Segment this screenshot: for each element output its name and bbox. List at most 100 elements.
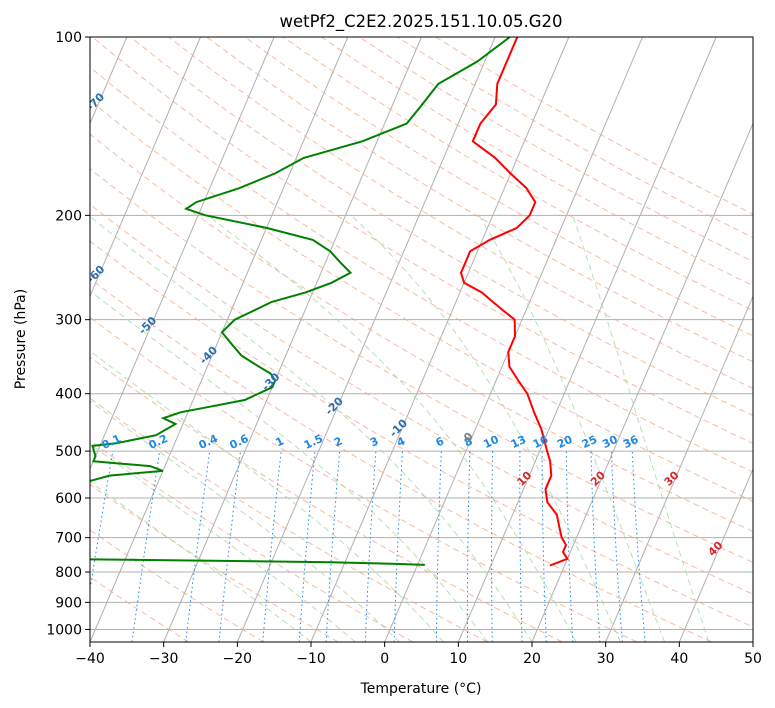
dry-adiabat [244,37,753,337]
isotherm-gridline [752,640,753,642]
x-axis-title: Temperature (°C) [360,681,482,697]
mixing-ratio-line [262,451,282,642]
plot-area: 0.1 0.2 0.4 0.6 1 1.5 2 3 4 6 8 10 13 16 20 25 30 36-70-6… [84,37,753,642]
x-tick-label: 10 [449,651,467,667]
x-tick-label: −40 [75,651,105,667]
mixing-ratio-line [491,451,494,642]
moist-adiabat [478,215,666,642]
mixing-ratio-label: 25 [580,433,599,451]
x-tick-label: −10 [296,651,326,667]
y-tick-label: 600 [55,491,82,507]
dry-adiabat [90,316,638,642]
mixing-ratio-line [364,451,377,642]
y-axis: 100 200 300 400 500 600 700 800 900 1000 [46,30,90,638]
mixing-ratio-line [435,451,442,642]
dry-adiabat [130,37,753,417]
mixing-ratio-line [590,451,601,642]
mixing-ratio-line [611,451,623,642]
dry-adiabat [90,529,264,642]
moist-adiabat [90,443,356,642]
mixing-ratio-label: 20 [555,433,575,451]
x-tick-label: 40 [670,651,688,667]
isotherm-label: 30 [662,468,682,488]
isotherm-label: -40 [197,344,220,367]
mixing-ratio-label: 30 [600,433,620,451]
y-tick-label: 500 [55,444,82,460]
y-axis-title: Pressure (hPa) [13,289,29,389]
mixing-ratio-line [131,451,161,642]
mixing-ratio-label: 36 [621,433,641,451]
dry-adiabat [282,37,753,312]
dry-adiabat [90,240,753,628]
x-tick-label: 0 [380,651,389,667]
isotherm-label: -70 [84,90,107,113]
isotherm-gridline [90,37,275,471]
isotherm-label: -20 [323,394,346,417]
mixing-ratio-label: 13 [509,433,528,451]
mixing-ratio-line [325,451,341,642]
mixing-ratio-line [90,451,114,593]
isotherm-gridline [678,467,753,642]
dewpoint-profile [90,37,511,566]
dry-adiabat [90,440,414,642]
chart-title: wetPf2_C2E2.2025.151.10.05.G20 [279,12,562,32]
y-tick-label: 1000 [46,622,82,638]
mixing-ratio-line [631,451,646,642]
mixing-ratio-line [466,451,471,642]
y-tick-label: 400 [55,387,82,403]
dry-adiabat [90,483,339,642]
isotherm-gridline [457,37,717,642]
plot-frame [89,36,754,643]
isotherm-label: 40 [705,539,725,559]
dry-adiabat [90,397,488,642]
mixing-ratio-label: 16 [531,433,551,451]
dry-adiabat [168,37,753,389]
x-tick-label: −30 [149,651,179,667]
isotherm-label: 20 [588,468,608,488]
isotherm-label: -50 [136,314,159,337]
moist-adiabat [90,400,400,642]
mixing-ratio-line [565,451,574,642]
mixing-ratio-label: 2 [332,434,344,449]
isotherm-gridline [236,37,496,642]
mixing-ratio-label: 0.6 [227,432,250,452]
x-tick-label: 50 [744,651,762,667]
dry-adiabat [90,133,753,533]
mixing-ratio-line [185,451,211,642]
isotherm-gridline [163,37,422,642]
y-tick-label: 800 [55,565,82,581]
x-tick-label: 20 [523,651,541,667]
mixing-ratio-label: 0.2 [147,432,170,452]
moist-adiabat [90,481,312,642]
y-tick-label: 200 [55,208,82,224]
mixing-ratio-label: 0.1 [100,432,123,452]
y-tick-label: 300 [55,313,82,329]
mixing-ratio-label: 3 [368,434,380,449]
mixing-ratio-line [298,451,316,642]
mixing-ratio-line [218,451,241,642]
x-axis: −40 −30 −20 −10 0 10 20 30 40 50 [75,642,762,667]
dry-adiabat [206,37,753,363]
mixing-ratio-line [519,451,523,642]
moist-adiabat [90,215,533,642]
isotherm-gridline [90,37,349,642]
temperature-profile [459,37,569,567]
dry-adiabat [90,99,753,502]
y-tick-label: 700 [55,531,82,547]
mixing-ratio-line [541,451,547,642]
isotherm-gridline [605,295,753,642]
mixing-ratio-label: 10 [481,433,501,451]
dry-adiabat [90,168,753,563]
moist-adiabat [572,215,710,642]
moist-adiabat [207,214,577,642]
dry-adiabat [90,278,712,642]
dry-adiabat [91,37,753,445]
isotherm-gridline [90,37,201,298]
x-tick-label: −20 [223,651,253,667]
isotherm-gridline [531,122,753,642]
moist-adiabat [90,350,444,642]
mixing-ratio-label: 1.5 [302,432,325,452]
dry-adiabat [90,356,563,642]
y-tick-label: 900 [55,595,82,611]
